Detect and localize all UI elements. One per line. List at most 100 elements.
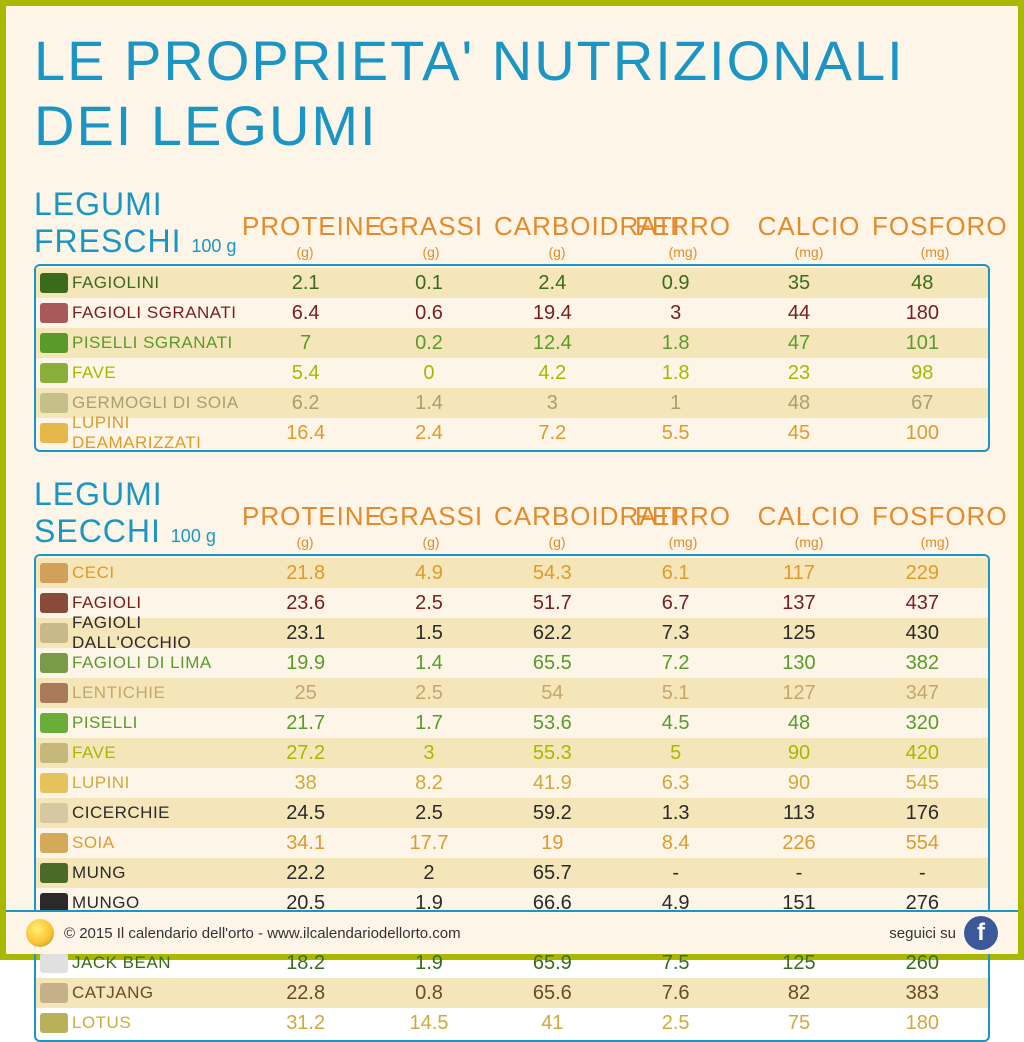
nutrient-value: 6.2 — [244, 392, 367, 415]
legume-name: FAGIOLINI — [72, 273, 244, 293]
infographic-frame: LE PROPRIETA' NUTRIZIONALI DEI LEGUMI LE… — [0, 0, 1024, 960]
nutrient-value: 125 — [737, 952, 860, 975]
nutrient-value: 7.6 — [614, 982, 737, 1005]
column-header: GRASSI(g) — [368, 211, 494, 260]
nutrient-value: 6.3 — [614, 772, 737, 795]
nutrient-value: 23 — [737, 362, 860, 385]
nutrient-value: 130 — [737, 652, 860, 675]
legume-name: FAVE — [72, 743, 244, 763]
nutrient-value: 4.2 — [491, 362, 614, 385]
main-title: LE PROPRIETA' NUTRIZIONALI DEI LEGUMI — [34, 28, 990, 158]
nutrient-value: 65.5 — [491, 652, 614, 675]
nutrient-value: 260 — [861, 952, 984, 975]
table-freschi: FAGIOLINI2.10.12.40.93548FAGIOLI SGRANAT… — [34, 264, 990, 452]
legume-name: FAGIOLI — [72, 593, 244, 613]
nutrient-value: 18.2 — [244, 952, 367, 975]
nutrient-value: 24.5 — [244, 802, 367, 825]
nutrient-value: 8.2 — [367, 772, 490, 795]
nutrient-value: 6.7 — [614, 592, 737, 615]
nutrient-value: 1.9 — [367, 952, 490, 975]
nutrient-value: 176 — [861, 802, 984, 825]
table-row: CATJANG22.80.865.67.682383 — [36, 978, 988, 1008]
nutrient-value: 48 — [861, 272, 984, 295]
nutrient-value: 3 — [491, 392, 614, 415]
column-header: FOSFORO(mg) — [872, 501, 998, 550]
nutrient-value: 82 — [737, 982, 860, 1005]
legume-name: MUNG — [72, 863, 244, 883]
nutrient-value: 127 — [737, 682, 860, 705]
nutrient-value: 98 — [861, 362, 984, 385]
column-header: CARBOIDRATI(g) — [494, 211, 620, 260]
nutrient-value: 31.2 — [244, 1012, 367, 1035]
column-headers-1: PROTEINE(g)GRASSI(g)CARBOIDRATI(g)FERRO(… — [242, 211, 998, 260]
nutrient-value: 21.8 — [244, 562, 367, 585]
nutrient-value: 38 — [244, 772, 367, 795]
table-row: FAGIOLI DALL'OCCHIO23.11.562.27.3125430 — [36, 618, 988, 648]
legume-icon — [40, 303, 68, 323]
nutrient-value: 41.9 — [491, 772, 614, 795]
table-row: LUPINI388.241.96.390545 — [36, 768, 988, 798]
nutrient-value: 5.1 — [614, 682, 737, 705]
legume-icon — [40, 363, 68, 383]
legume-name: LUPINI — [72, 773, 244, 793]
nutrient-value: 545 — [861, 772, 984, 795]
nutrient-value: 4.9 — [367, 562, 490, 585]
legume-name: FAVE — [72, 363, 244, 383]
nutrient-value: 14.5 — [367, 1012, 490, 1035]
legume-name: CECI — [72, 563, 244, 583]
nutrient-value: 3 — [367, 742, 490, 765]
nutrient-value: 1.5 — [367, 622, 490, 645]
nutrient-value: 35 — [737, 272, 860, 295]
nutrient-value: 19.9 — [244, 652, 367, 675]
nutrient-value: - — [737, 862, 860, 885]
table-row: PISELLI SGRANATI70.212.41.847101 — [36, 328, 988, 358]
nutrient-value: 2.5 — [367, 682, 490, 705]
nutrient-value: 48 — [737, 392, 860, 415]
follow-text: seguici su — [889, 925, 956, 942]
nutrient-value: 7.3 — [614, 622, 737, 645]
nutrient-value: 23.1 — [244, 622, 367, 645]
legume-icon — [40, 743, 68, 763]
legume-name: CATJANG — [72, 983, 244, 1003]
legume-icon — [40, 273, 68, 293]
section1-title: LEGUMI FRESCHI 100 g — [34, 186, 242, 260]
nutrient-value: 0.9 — [614, 272, 737, 295]
legume-icon — [40, 983, 68, 1003]
table-row: PISELLI21.71.753.64.548320 — [36, 708, 988, 738]
nutrient-value: 2.5 — [367, 802, 490, 825]
nutrient-value: 41 — [491, 1012, 614, 1035]
nutrient-value: 25 — [244, 682, 367, 705]
nutrient-value: 34.1 — [244, 832, 367, 855]
legume-name: FAGIOLI DALL'OCCHIO — [72, 613, 244, 653]
legume-icon — [40, 953, 68, 973]
legume-name: LOTUS — [72, 1013, 244, 1033]
table-row: CECI21.84.954.36.1117229 — [36, 558, 988, 588]
column-header: PROTEINE(g) — [242, 501, 368, 550]
nutrient-value: 7.5 — [614, 952, 737, 975]
legume-icon — [40, 683, 68, 703]
nutrient-value: 0.8 — [367, 982, 490, 1005]
column-headers-2: PROTEINE(g)GRASSI(g)CARBOIDRATI(g)FERRO(… — [242, 501, 998, 550]
table-row: MUNG22.2265.7--- — [36, 858, 988, 888]
legume-name: SOIA — [72, 833, 244, 853]
nutrient-value: 2.4 — [491, 272, 614, 295]
nutrient-value: 320 — [861, 712, 984, 735]
nutrient-value: 22.8 — [244, 982, 367, 1005]
nutrient-value: 22.2 — [244, 862, 367, 885]
table-row: FAGIOLI DI LIMA19.91.465.57.2130382 — [36, 648, 988, 678]
nutrient-value: 6.1 — [614, 562, 737, 585]
nutrient-value: 7.2 — [614, 652, 737, 675]
table-row: CICERCHIE24.52.559.21.3113176 — [36, 798, 988, 828]
legume-icon — [40, 563, 68, 583]
nutrient-value: 5.5 — [614, 422, 737, 445]
nutrient-value: 19 — [491, 832, 614, 855]
table-row: FAGIOLI SGRANATI6.40.619.4344180 — [36, 298, 988, 328]
nutrient-value: 67 — [861, 392, 984, 415]
column-header: GRASSI(g) — [368, 501, 494, 550]
table-secchi: CECI21.84.954.36.1117229FAGIOLI23.62.551… — [34, 554, 990, 1042]
facebook-icon[interactable]: f — [964, 916, 998, 950]
nutrient-value: 229 — [861, 562, 984, 585]
nutrient-value: 6.4 — [244, 302, 367, 325]
nutrient-value: 180 — [861, 1012, 984, 1035]
column-header: FOSFORO(mg) — [872, 211, 998, 260]
